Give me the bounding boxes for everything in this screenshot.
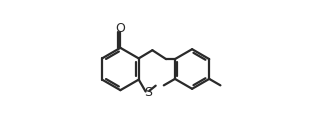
Text: O: O <box>116 22 125 35</box>
Text: S: S <box>144 86 152 99</box>
